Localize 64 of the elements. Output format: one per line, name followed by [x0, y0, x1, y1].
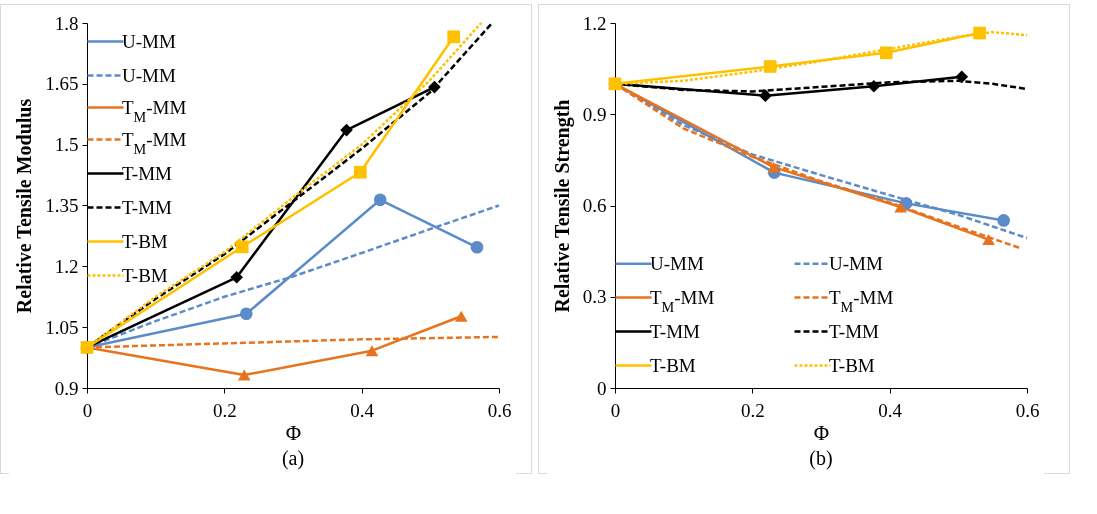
legend-label: T-MM	[122, 196, 173, 218]
point	[867, 79, 881, 93]
y-axis-title: Relative Tensile Strength	[550, 99, 574, 313]
legend-label: T-BM	[650, 354, 696, 376]
legend-label: U-MM	[829, 252, 883, 274]
legend-label: T$_{M}$-MM	[650, 286, 715, 315]
point	[763, 60, 777, 73]
x-tick-label: 0	[82, 399, 93, 421]
y-tick-label: 0	[597, 377, 607, 399]
x-tick-label: 0.2	[212, 399, 237, 421]
point	[879, 46, 893, 60]
x-tick-label: 0	[610, 399, 621, 421]
x-tick-label: 0.4	[878, 399, 903, 421]
legend-label: T-BM	[122, 264, 168, 286]
x-tick-label: 0.6	[487, 399, 512, 421]
x-tick-label: 0.4	[350, 399, 375, 421]
y-tick-label: 0.9	[582, 103, 607, 125]
legend-label: T-BM	[122, 230, 168, 252]
point	[982, 234, 995, 246]
x-axis-title: Φ	[813, 420, 830, 445]
legend-label: T-MM	[829, 320, 880, 342]
legend-label: U-MM	[122, 64, 176, 86]
point	[894, 201, 907, 213]
y-tick-label: 1.05	[45, 316, 79, 338]
y-tick-label: 1.8	[54, 12, 79, 34]
y-tick-label: 0.3	[582, 286, 607, 308]
point	[428, 80, 441, 94]
y-tick-label: 0.9	[54, 377, 79, 399]
text: (b)	[809, 447, 833, 470]
point	[454, 310, 468, 322]
point	[230, 270, 244, 284]
legend-label: T-MM	[122, 162, 173, 184]
point	[470, 240, 484, 254]
x-tick-label: 0.2	[740, 399, 765, 421]
legend-label: T$_{M}$-MM	[122, 128, 187, 157]
point	[239, 307, 253, 321]
x-axis-title: Φ	[285, 420, 302, 445]
y-tick-label: 1.2	[54, 255, 79, 277]
point	[767, 161, 780, 173]
point	[997, 214, 1010, 227]
point	[235, 240, 249, 254]
legend-label: T-BM	[829, 354, 875, 376]
y-tick-label: 1.35	[45, 195, 79, 216]
point	[973, 26, 986, 40]
y-tick-label: 1.65	[45, 73, 79, 95]
y-axis-title: Relative Tensile Modulus	[13, 98, 36, 314]
legend-label: T-MM	[650, 320, 701, 342]
y-tick-label: 0.6	[582, 195, 607, 216]
legend-label: U-MM	[650, 252, 704, 274]
point	[759, 89, 772, 103]
legend-label: T$_{M}$-MM	[829, 286, 894, 315]
point	[373, 193, 387, 207]
point	[340, 123, 353, 137]
text: (a)	[281, 447, 305, 470]
point	[237, 369, 251, 381]
y-tick-label: 1.2	[582, 12, 607, 34]
point	[447, 30, 460, 44]
x-tick-label: 0.6	[1015, 399, 1040, 421]
point	[353, 165, 367, 179]
legend-label: U-MM	[122, 30, 176, 52]
legend-label: T$_{M}$-MM	[122, 96, 187, 125]
y-tick-label: 1.5	[54, 134, 79, 156]
point	[955, 70, 969, 84]
point	[365, 345, 379, 357]
